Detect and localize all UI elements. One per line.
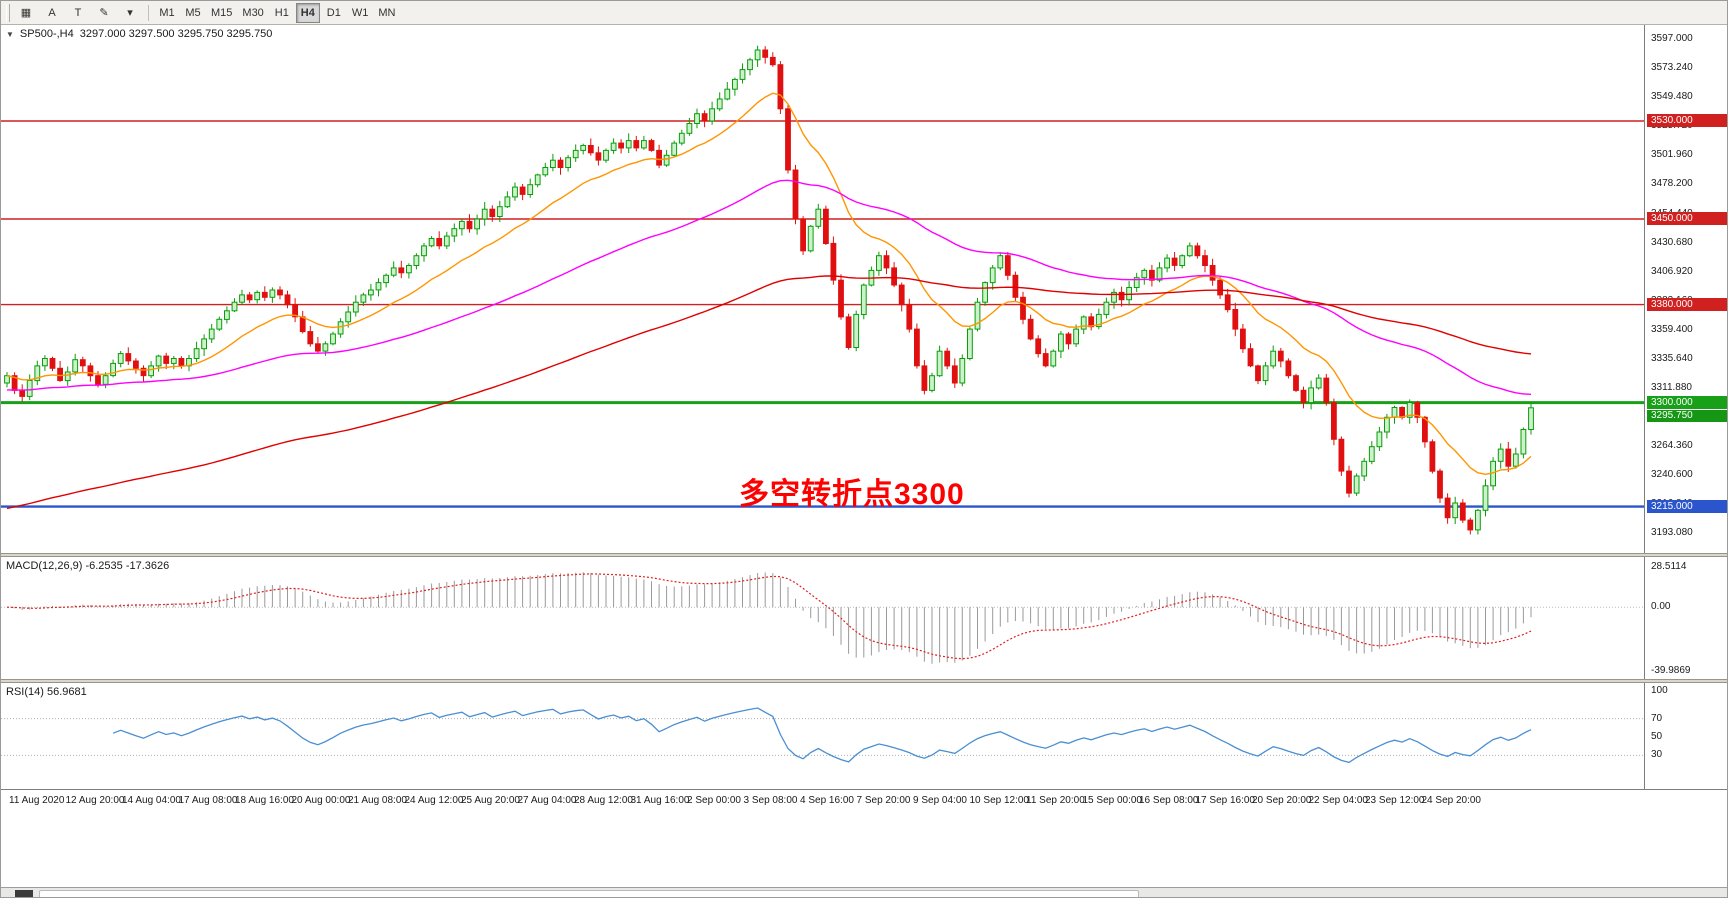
time-tick-label: 4 Sep 16:00 bbox=[800, 795, 854, 806]
cursor-tool-button[interactable]: A bbox=[48, 6, 56, 19]
macd-axis-label: -39.9869 bbox=[1651, 665, 1691, 676]
panel-splitter-rsi[interactable] bbox=[1, 679, 1727, 683]
time-tick-label: 20 Sep 20:00 bbox=[1252, 795, 1312, 806]
time-tick-label: 27 Aug 04:00 bbox=[517, 795, 577, 806]
candlestick-canvas[interactable] bbox=[1, 25, 1644, 553]
time-tick-label: 24 Sep 20:00 bbox=[1421, 795, 1482, 806]
time-tick-label: 2 Sep 00:00 bbox=[687, 795, 741, 806]
macd-canvas[interactable] bbox=[1, 557, 1644, 679]
timeframe-button-group: M1 M5 M15 M30 H1 H4 D1 W1 MN bbox=[154, 2, 400, 23]
hline-price-badge: 3215.000 bbox=[1647, 499, 1727, 513]
price-tick-label: 3430.680 bbox=[1651, 236, 1693, 248]
rsi-axis-label: 70 bbox=[1651, 712, 1663, 724]
drawing-tools-dropdown-icon[interactable]: ▾ bbox=[127, 7, 133, 19]
macd-indicator-panel[interactable]: MACD(12,26,9) -6.2535 -17.3626 bbox=[1, 557, 1644, 679]
chart-list-icon[interactable]: ▦ bbox=[20, 7, 32, 19]
toolbar-separator bbox=[148, 4, 149, 21]
current-price-badge: 3295.750 bbox=[1647, 409, 1727, 422]
rsi-axis-label: 50 bbox=[1651, 731, 1663, 742]
time-axis[interactable]: 11 Aug 2020 12 Aug 20:00 14 Aug 04:00 17 Au… bbox=[1, 789, 1727, 813]
time-tick-label: 22 Sep 04:00 bbox=[1308, 795, 1369, 806]
price-tick-label: 3549.480 bbox=[1651, 91, 1693, 103]
time-tick-label: 12 Aug 20:00 bbox=[65, 795, 125, 806]
text-tool-button[interactable]: T bbox=[74, 6, 82, 19]
timeframe-button-h4[interactable]: H4 bbox=[295, 2, 320, 23]
time-tick-label: 24 Aug 12:00 bbox=[404, 795, 464, 806]
time-tick-label: 9 Sep 04:00 bbox=[913, 795, 967, 806]
panel-splitter-macd[interactable] bbox=[1, 553, 1727, 557]
hline-price-badge: 3300.000 bbox=[1647, 395, 1727, 409]
time-tick-label: 15 Sep 00:00 bbox=[1082, 795, 1143, 806]
rsi-axis-label: 30 bbox=[1651, 749, 1663, 761]
time-tick-label: 18 Aug 16:00 bbox=[235, 795, 294, 806]
timeframe-button-m30[interactable]: M30 bbox=[242, 6, 264, 19]
timeframe-button-h1[interactable]: H1 bbox=[274, 6, 289, 19]
hline-price-badge: 3530.000 bbox=[1647, 114, 1727, 128]
timeframe-button-mn[interactable]: MN bbox=[378, 6, 396, 19]
price-tick-label: 3359.400 bbox=[1651, 323, 1693, 335]
taskbar-window-button[interactable] bbox=[39, 890, 1139, 897]
symbol-ohlc-values: 3297.000 3297.500 3295.750 3295.750 bbox=[79, 28, 273, 40]
price-tick-label: 3193.080 bbox=[1651, 527, 1693, 539]
symbol-collapse-icon[interactable]: ▼ bbox=[6, 29, 14, 39]
drawing-tools-button[interactable]: ✎ bbox=[99, 7, 109, 19]
rsi-label: RSI(14) 56.9681 bbox=[6, 686, 87, 698]
time-tick-label: 31 Aug 16:00 bbox=[630, 795, 690, 806]
rsi-axis-label: 100 bbox=[1651, 685, 1668, 696]
macd-axis-label: 28.5114 bbox=[1651, 561, 1687, 572]
timeframe-button-m5[interactable]: M5 bbox=[185, 6, 201, 19]
macd-axis-label: 0.00 bbox=[1651, 601, 1671, 613]
taskbar-strip bbox=[1, 887, 1727, 897]
rsi-indicator-panel[interactable]: RSI(14) 56.9681 bbox=[1, 683, 1644, 789]
main-price-chart[interactable]: ▼ SP500-,H4 3297.000 3297.500 3295.750 3… bbox=[1, 25, 1644, 553]
timeframe-button-m1[interactable]: M1 bbox=[159, 6, 175, 19]
hline-price-badge: 3450.000 bbox=[1647, 211, 1727, 225]
time-tick-label: 3 Sep 08:00 bbox=[743, 795, 798, 806]
time-tick-label: 23 Sep 12:00 bbox=[1365, 795, 1425, 806]
price-tick-label: 3240.600 bbox=[1651, 469, 1693, 481]
time-tick-label: 28 Aug 12:00 bbox=[574, 795, 633, 806]
symbol-name: SP500-,H4 bbox=[19, 28, 74, 40]
tool-icon-group: ▦ A T ✎ ▾ bbox=[13, 3, 143, 23]
price-tick-label: 3406.920 bbox=[1651, 265, 1693, 277]
hline-price-badge: 3380.000 bbox=[1647, 297, 1727, 311]
time-tick-label: 14 Aug 04:00 bbox=[122, 795, 181, 806]
price-tick-label: 3501.960 bbox=[1651, 149, 1693, 161]
time-tick-label: 7 Sep 20:00 bbox=[856, 795, 911, 806]
price-tick-label: 3311.880 bbox=[1651, 382, 1692, 394]
price-tick-label: 3264.360 bbox=[1651, 440, 1693, 452]
macd-label: MACD(12,26,9) -6.2535 -17.3626 bbox=[6, 560, 170, 572]
time-tick-label: 10 Sep 12:00 bbox=[969, 795, 1030, 806]
price-axis[interactable]: 3597.0003573.2403549.4803525.7203501.960… bbox=[1644, 25, 1727, 789]
time-tick-label: 17 Sep 16:00 bbox=[1195, 795, 1256, 806]
timeframe-button-d1[interactable]: D1 bbox=[326, 6, 341, 19]
rsi-canvas[interactable] bbox=[1, 683, 1644, 789]
time-tick-label: 11 Aug 2020 bbox=[9, 795, 65, 806]
time-tick-label: 25 Aug 20:00 bbox=[461, 795, 520, 806]
price-tick-label: 3573.240 bbox=[1651, 62, 1693, 74]
timeframe-button-w1[interactable]: W1 bbox=[351, 6, 369, 19]
symbol-ohlc-line: ▼ SP500-,H4 3297.000 3297.500 3295.750 3… bbox=[6, 28, 272, 40]
taskbar-fragment bbox=[15, 890, 33, 897]
top-toolbar: ▦ A T ✎ ▾ M1 M5 M15 M30 H1 H4 D1 W1 MN bbox=[1, 1, 1727, 25]
chart-annotation-text: 多空转折点3300 bbox=[739, 478, 965, 511]
price-tick-label: 3597.000 bbox=[1651, 33, 1693, 44]
toolbar-grip[interactable] bbox=[6, 3, 10, 22]
time-tick-label: 16 Sep 08:00 bbox=[1139, 795, 1199, 806]
time-tick-label: 11 Sep 20:00 bbox=[1026, 795, 1085, 806]
price-tick-label: 3478.200 bbox=[1651, 178, 1693, 190]
timeframe-button-m15[interactable]: M15 bbox=[211, 6, 233, 19]
time-tick-label: 20 Aug 00:00 bbox=[291, 795, 351, 806]
time-tick-label: 17 Aug 08:00 bbox=[178, 795, 238, 806]
time-tick-label: 21 Aug 08:00 bbox=[348, 795, 407, 806]
price-tick-label: 3335.640 bbox=[1651, 352, 1693, 364]
